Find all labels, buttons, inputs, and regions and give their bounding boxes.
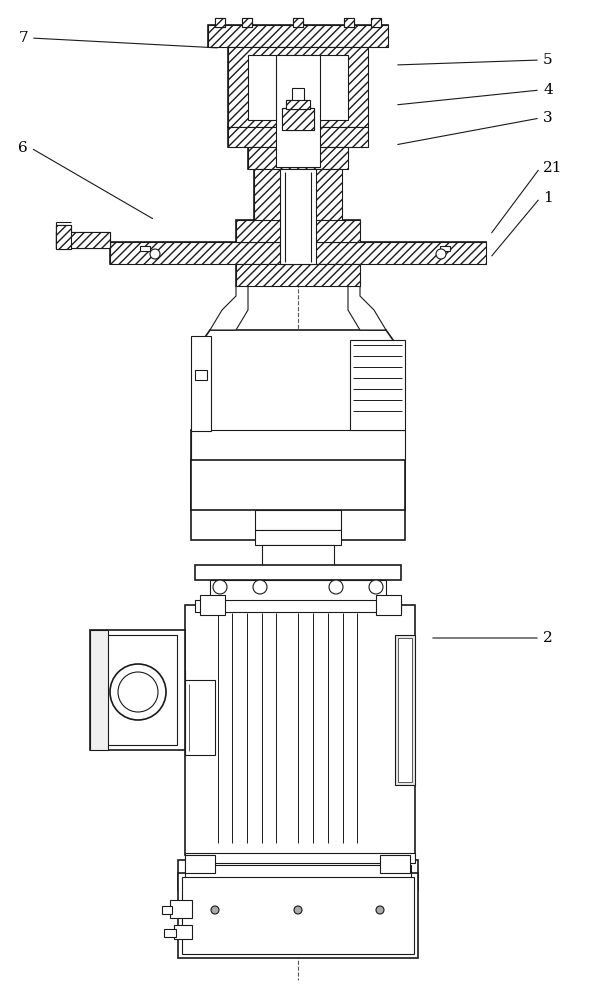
Bar: [228, 47, 368, 127]
Polygon shape: [348, 286, 386, 330]
Bar: [56, 225, 71, 249]
Circle shape: [436, 249, 446, 259]
Bar: [344, 18, 354, 27]
Bar: [395, 635, 415, 785]
Bar: [195, 565, 401, 580]
Bar: [56, 225, 71, 249]
Bar: [185, 680, 215, 755]
Bar: [208, 25, 388, 47]
Bar: [182, 877, 414, 954]
Bar: [178, 873, 418, 958]
Bar: [254, 169, 342, 264]
Bar: [210, 580, 386, 605]
Bar: [90, 630, 108, 750]
Circle shape: [118, 672, 158, 712]
Bar: [110, 242, 486, 264]
Bar: [56, 232, 110, 248]
Bar: [164, 929, 176, 937]
Bar: [286, 100, 310, 109]
Text: 3: 3: [543, 111, 552, 125]
Bar: [236, 264, 360, 286]
Text: 1: 1: [543, 191, 552, 205]
Bar: [174, 925, 192, 939]
Circle shape: [150, 249, 160, 259]
Bar: [236, 264, 360, 286]
Bar: [95, 635, 177, 745]
Bar: [110, 242, 486, 264]
Polygon shape: [191, 330, 405, 510]
Circle shape: [211, 906, 219, 914]
Bar: [398, 638, 412, 782]
Bar: [236, 220, 360, 242]
Bar: [90, 630, 185, 750]
Text: 7: 7: [18, 31, 28, 45]
Text: 5: 5: [543, 53, 552, 67]
Bar: [242, 18, 252, 27]
Bar: [286, 100, 310, 109]
Bar: [344, 18, 354, 27]
Bar: [255, 530, 341, 545]
Bar: [293, 18, 303, 27]
Bar: [242, 18, 252, 27]
Circle shape: [253, 580, 267, 594]
Bar: [293, 18, 303, 27]
Bar: [248, 147, 348, 169]
Bar: [215, 18, 225, 27]
Bar: [282, 108, 314, 130]
Bar: [195, 370, 207, 380]
Circle shape: [213, 580, 227, 594]
Circle shape: [294, 906, 302, 914]
Bar: [195, 600, 401, 612]
Polygon shape: [210, 286, 248, 330]
Bar: [228, 127, 368, 147]
Bar: [185, 853, 415, 863]
Bar: [350, 340, 405, 430]
Bar: [215, 18, 225, 27]
Bar: [262, 545, 334, 570]
Bar: [292, 88, 304, 108]
Bar: [255, 510, 341, 530]
Bar: [185, 605, 415, 855]
Bar: [185, 865, 411, 887]
Bar: [371, 18, 381, 27]
Bar: [178, 860, 418, 890]
Circle shape: [329, 580, 343, 594]
Bar: [280, 169, 316, 264]
Text: 4: 4: [543, 83, 552, 97]
Circle shape: [376, 906, 384, 914]
Bar: [376, 595, 401, 615]
Bar: [191, 460, 405, 540]
Bar: [380, 855, 410, 873]
Bar: [282, 108, 314, 130]
Bar: [191, 430, 405, 460]
Bar: [200, 595, 225, 615]
Bar: [248, 147, 348, 169]
Bar: [185, 855, 215, 873]
Bar: [140, 246, 150, 251]
Text: 2: 2: [543, 631, 552, 645]
Bar: [228, 47, 368, 127]
Bar: [191, 336, 211, 431]
Bar: [440, 246, 450, 251]
Bar: [371, 18, 381, 27]
Bar: [228, 127, 368, 147]
Bar: [162, 906, 172, 914]
Bar: [254, 169, 342, 264]
Circle shape: [369, 580, 383, 594]
Bar: [191, 460, 405, 510]
Text: 6: 6: [18, 141, 28, 155]
Bar: [208, 25, 388, 47]
Bar: [236, 220, 360, 242]
Text: 21: 21: [543, 161, 563, 175]
Bar: [248, 55, 348, 120]
Bar: [170, 900, 192, 918]
Circle shape: [110, 664, 166, 720]
Bar: [56, 232, 110, 248]
Bar: [276, 55, 320, 167]
